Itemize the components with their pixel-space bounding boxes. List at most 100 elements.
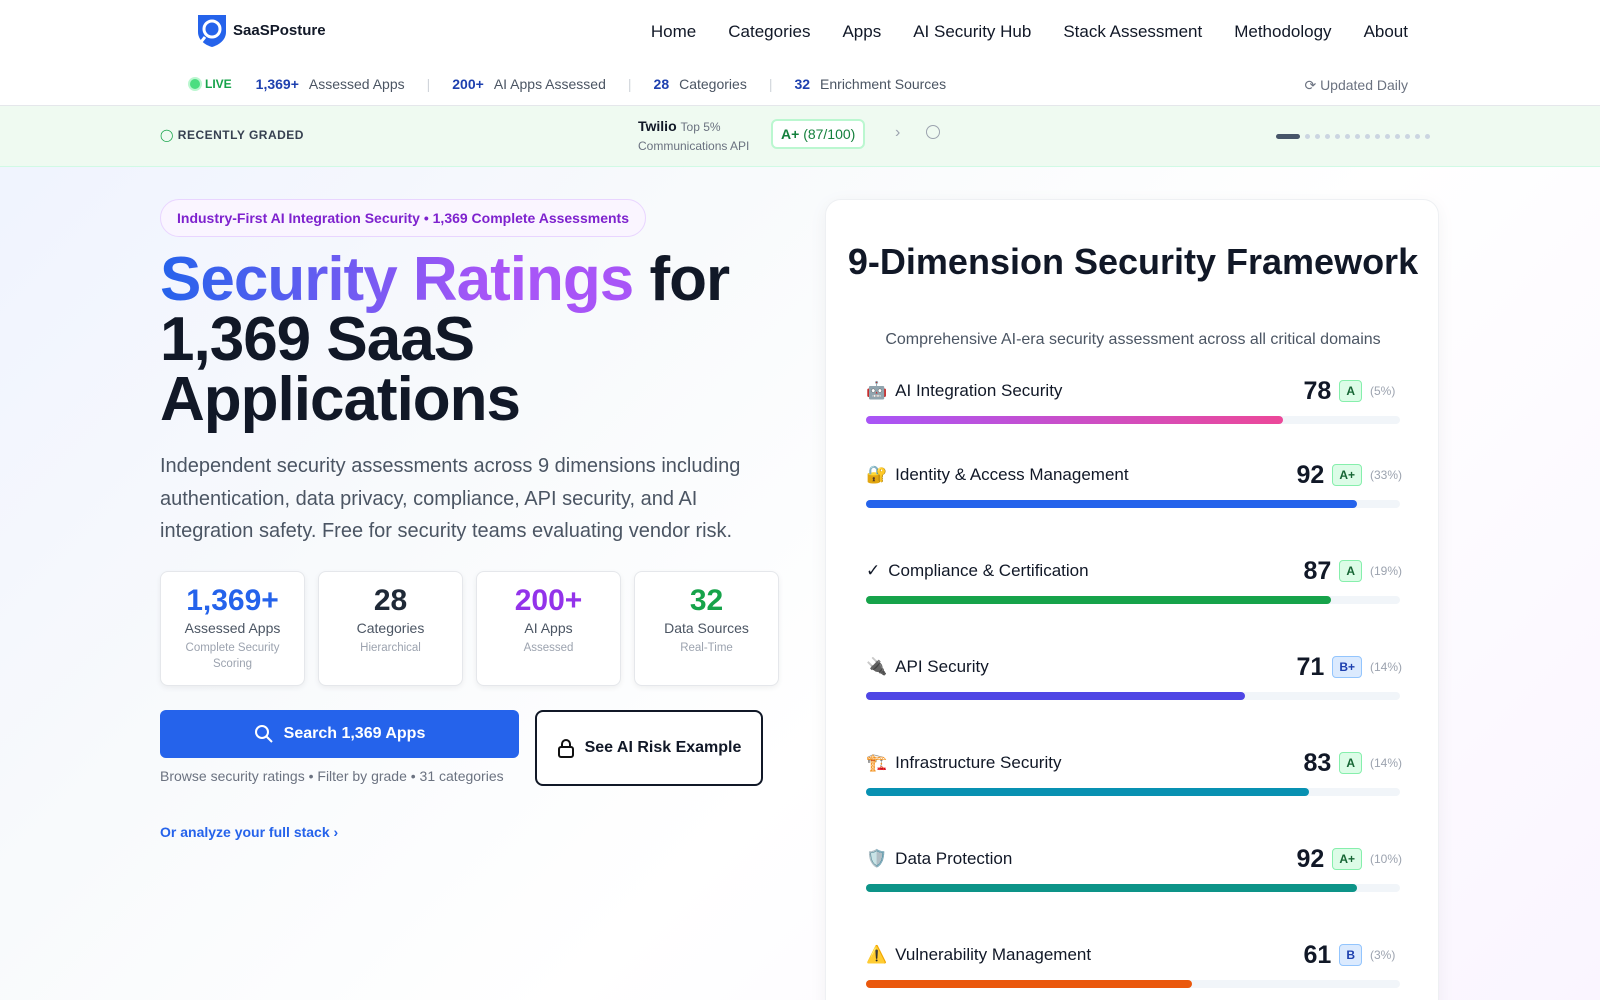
stat-card: 32 Data Sources Real-Time <box>634 571 779 686</box>
nav-link[interactable]: AI Security Hub <box>913 22 1032 41</box>
dimension-row: 🛡️ Data Protection 92 A+ (10%) <box>866 844 1403 874</box>
nav-link[interactable]: Home <box>650 22 697 41</box>
dimension-icon: 🔌 <box>866 657 888 676</box>
search-button[interactable]: Search 1,369 Apps <box>160 710 519 758</box>
dimension-weight: (33%) <box>1370 468 1403 482</box>
stat-card-label: AI Apps <box>524 620 573 636</box>
ticker-dots <box>1276 134 1430 139</box>
dimension-score: 78 <box>1303 376 1332 405</box>
stat-label: Assessed Apps <box>308 76 405 92</box>
hero-title-rest: for 1,369 SaaS Applications <box>160 245 730 434</box>
nav-link[interactable]: Methodology <box>1234 22 1332 41</box>
ticker-next[interactable]: › <box>895 124 901 141</box>
ticker-score: (87/100) <box>803 126 856 142</box>
dimension-row: 🏗️ Infrastructure Security 83 A (14%) <box>866 748 1402 778</box>
ticker: ◯ RECENTLY GRADED Twilio Top 5% Communic… <box>0 106 1600 167</box>
updated: ⟳ Updated Daily <box>1304 77 1408 93</box>
dimension-score: 92 <box>1296 844 1325 873</box>
dimension: 🛡️ Data Protection 92 A+ (10%) <box>866 844 1403 892</box>
stat-card-sub: Complete Security Scoring <box>185 642 280 670</box>
stat-label: AI Apps Assessed <box>493 76 606 92</box>
search-hint: Browse security ratings • Filter by grad… <box>160 768 504 784</box>
dimension-name: 🔌 API Security <box>866 657 1297 677</box>
hero-description: Independent security assessments across … <box>160 455 741 542</box>
dimension-name: ⚠️ Vulnerability Management <box>866 945 1304 965</box>
score-track <box>866 788 1400 796</box>
dimension-grade: A <box>1339 752 1362 774</box>
ticker-info[interactable] <box>926 125 940 139</box>
score-track <box>866 884 1400 892</box>
dimension-row: 🔐 Identity & Access Management 92 A+ (33%) <box>866 460 1403 490</box>
framework-title: 9-Dimension Security Framework <box>847 241 1419 282</box>
dimension-label: Infrastructure Security <box>895 753 1062 772</box>
stat-card-sub: Real-Time <box>680 642 733 654</box>
score-track <box>866 692 1400 700</box>
risk-button-text: See AI Risk Example <box>584 739 742 756</box>
stat-card-label: Categories <box>356 620 425 636</box>
dimension-score: 61 <box>1303 940 1332 969</box>
logo-icon <box>198 15 226 47</box>
separator: | <box>768 76 773 92</box>
dimension-weight: (10%) <box>1370 852 1403 866</box>
ticker-rank: Top 5% <box>680 120 721 134</box>
header: SaaSPosture Home Categories Apps AI Securit… <box>0 0 1600 106</box>
stat-card-label: Assessed Apps <box>184 620 281 636</box>
logo[interactable]: SaaSPosture <box>195 12 326 48</box>
nav-link[interactable]: Categories <box>728 22 811 41</box>
nav-link[interactable]: About <box>1363 22 1408 41</box>
dimension-row: ✓ Compliance & Certification 87 A (19%) <box>866 556 1402 586</box>
dimension: 🤖 AI Integration Security 78 A (5%) <box>866 376 1400 424</box>
separator: | <box>426 76 431 92</box>
framework-panel: 9-Dimension Security Framework Comprehen… <box>825 199 1439 1000</box>
score-track <box>866 596 1400 604</box>
hero-badge: Industry-First AI Integration Security •… <box>160 199 646 237</box>
nav-link[interactable]: Apps <box>842 22 882 41</box>
separator: | <box>627 76 632 92</box>
dimension-score: 87 <box>1303 556 1332 585</box>
score-bar <box>866 692 1246 700</box>
nav-link[interactable]: Stack Assessment <box>1063 22 1203 41</box>
dimension-label: Vulnerability Management <box>895 945 1092 964</box>
stack-link-text: Or analyze your full stack <box>160 824 330 840</box>
dimension-grade: A+ <box>1332 848 1362 870</box>
stat-value: 32 <box>794 76 811 92</box>
dimension-label: Data Protection <box>895 849 1013 868</box>
score-bar <box>866 500 1358 508</box>
stack-link[interactable]: Or analyze your full stack › <box>160 824 339 840</box>
dimension-icon: ⚠️ <box>866 945 888 964</box>
dimension-icon: 🔐 <box>866 465 888 484</box>
ticker-grade: A+ (87/100) <box>771 119 866 149</box>
stats-bar: LIVE 1,369+ Assessed Apps | 200+ AI Apps Ass… <box>190 76 946 92</box>
score-track <box>866 416 1400 424</box>
dimension-grade: B+ <box>1332 656 1362 678</box>
dimension: 🏗️ Infrastructure Security 83 A (14%) <box>866 748 1402 796</box>
dimension-name: 🏗️ Infrastructure Security <box>866 753 1304 773</box>
dimension: ⚠️ Vulnerability Management 61 B (3%) <box>866 940 1400 988</box>
dimension-label: API Security <box>895 657 989 676</box>
stat-card-value: 200+ <box>514 584 583 617</box>
hero-title-highlight: Security Ratings <box>160 245 634 314</box>
dimension-grade: B <box>1339 944 1362 966</box>
live-text: LIVE <box>205 77 232 91</box>
ticker-app[interactable]: Twilio Top 5% <box>638 118 721 134</box>
score-bar <box>866 416 1283 424</box>
ticker-grade-letter: A+ <box>781 126 800 142</box>
dimension-weight: (3%) <box>1370 948 1396 962</box>
score-bar <box>866 884 1358 892</box>
dimension-icon: 🤖 <box>866 381 888 400</box>
search-button-text: Search 1,369 Apps <box>283 725 426 742</box>
ticker-app-name: Twilio <box>638 118 677 134</box>
dimension-grade: A <box>1339 380 1362 402</box>
risk-button[interactable]: See AI Risk Example <box>535 710 763 786</box>
score-bar <box>866 980 1192 988</box>
score-track <box>866 980 1400 988</box>
dimension-grade: A <box>1339 560 1362 582</box>
dimension-icon: ✓ <box>866 561 881 580</box>
stat-card-value: 32 <box>689 584 724 617</box>
dimension: ✓ Compliance & Certification 87 A (19%) <box>866 556 1402 604</box>
dimension-score: 83 <box>1303 748 1332 777</box>
updated-text: Updated Daily <box>1320 77 1408 93</box>
